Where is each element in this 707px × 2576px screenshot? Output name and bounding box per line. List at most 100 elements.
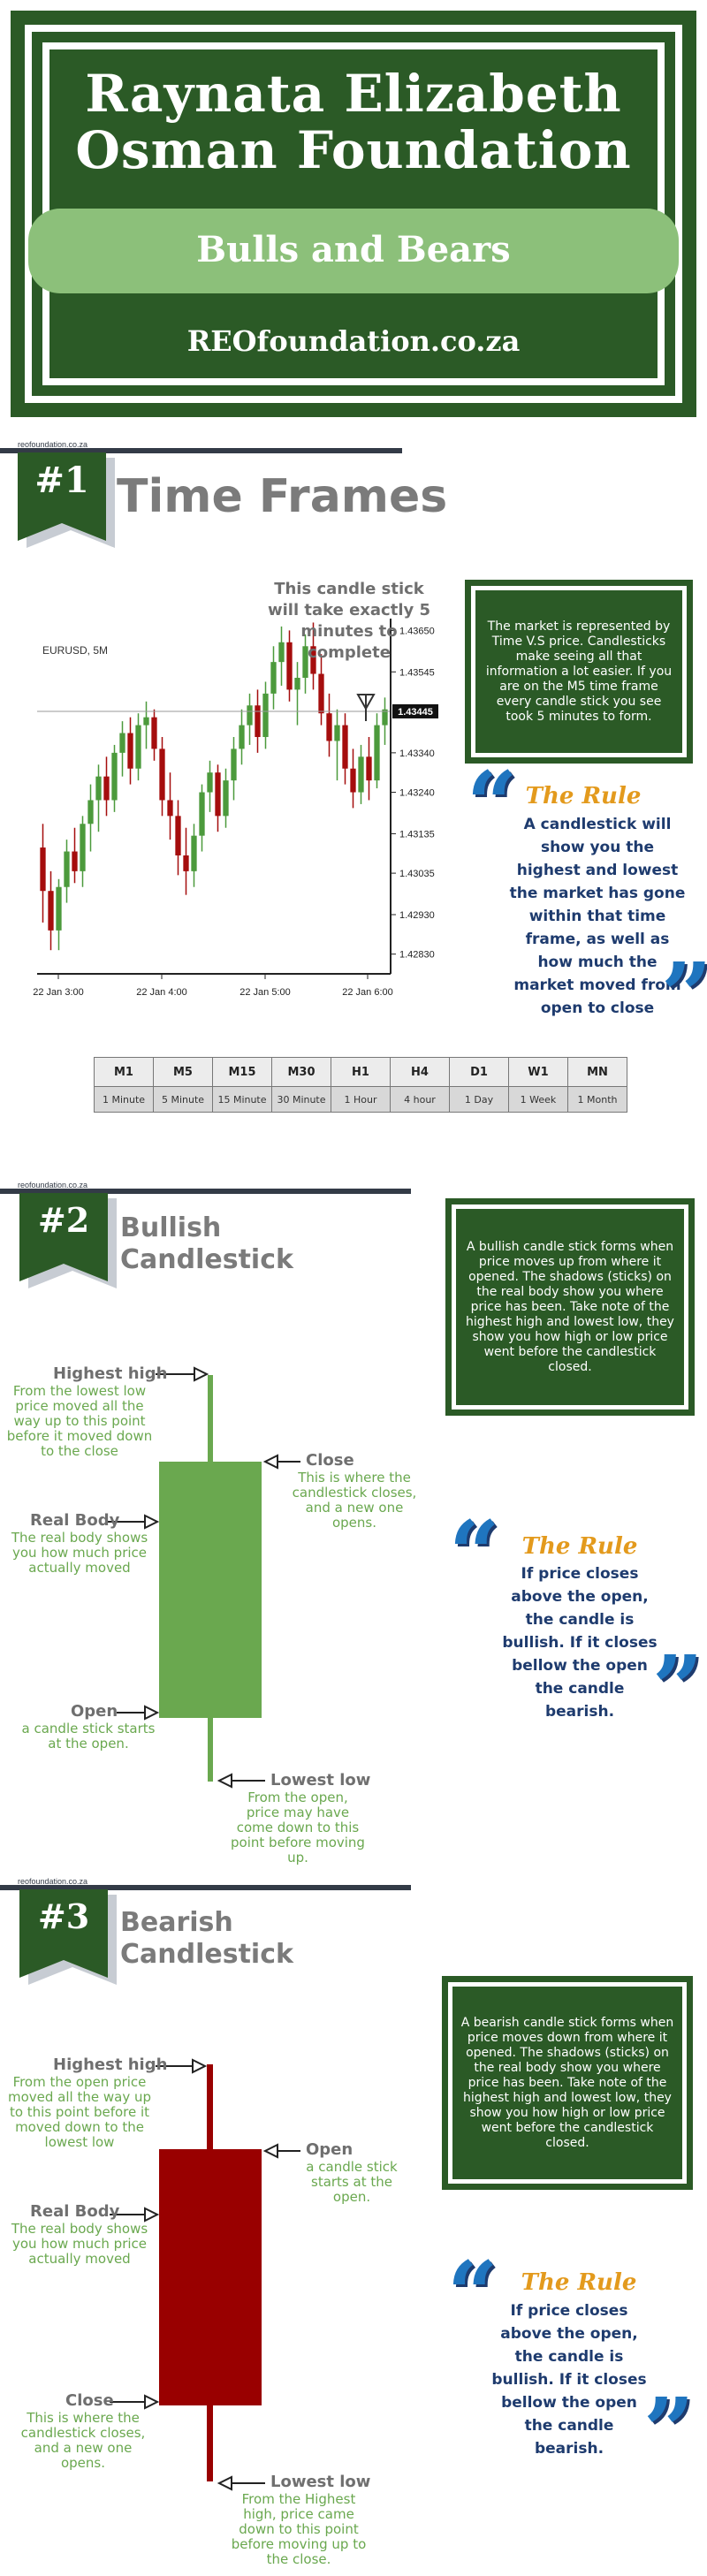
candle-body bbox=[302, 646, 308, 678]
text-lowest-low: From the open, price may have come down … bbox=[231, 1790, 365, 1866]
website-url[interactable]: REOfoundation.co.za bbox=[186, 324, 521, 358]
candle-body bbox=[231, 748, 237, 781]
candle-body bbox=[223, 780, 229, 817]
candle-body bbox=[191, 835, 197, 871]
x-tick-label: 22 Jan 5:00 bbox=[239, 987, 291, 998]
candle-body bbox=[207, 772, 213, 793]
candle-body bbox=[215, 772, 221, 817]
open-quote-icon: “ bbox=[449, 1501, 500, 1606]
candle-body bbox=[366, 756, 372, 781]
close-quote-icon: ” bbox=[661, 943, 707, 1047]
label-open: Open bbox=[71, 1702, 118, 1721]
bearish-real-body bbox=[159, 2149, 262, 2405]
candle-body bbox=[326, 713, 332, 741]
timeframe-code: M1 bbox=[94, 1057, 154, 1087]
current-price-tag bbox=[392, 703, 438, 718]
candle-body bbox=[350, 768, 356, 793]
timeframe-label: 5 Minute bbox=[153, 1086, 213, 1113]
section-title-bearish: Bearish Candlestick bbox=[120, 1907, 293, 1971]
timeframe-table: M1 M5 M15 M30 H1 H4 D1 W1 MN 1 Minute 5 Minute 15 … bbox=[94, 1057, 627, 1113]
rule-heading-1: The Rule bbox=[525, 783, 642, 809]
label-close: Close bbox=[306, 1451, 354, 1470]
label-real-body: Real Body bbox=[30, 2202, 120, 2221]
label-lowest-low: Lowest low bbox=[270, 2473, 371, 2491]
candle-body bbox=[199, 792, 205, 836]
timeframe-label: 15 Minute bbox=[212, 1086, 272, 1113]
candle-body bbox=[310, 646, 316, 674]
timeframe-code: M5 bbox=[153, 1057, 213, 1087]
close-quote-icon: ” bbox=[643, 2378, 695, 2482]
open-quote-icon: “ bbox=[467, 752, 518, 856]
candle-body bbox=[80, 824, 86, 871]
y-tick-label: 1.43135 bbox=[399, 829, 435, 840]
candle-body bbox=[247, 705, 253, 726]
candle-body bbox=[64, 851, 70, 887]
candle-body bbox=[72, 851, 78, 871]
label-highest-high: Highest high bbox=[53, 1364, 168, 1383]
section-title-line1: Bearish bbox=[120, 1907, 233, 1938]
text-close: This is where the candlestick closes, an… bbox=[292, 1470, 417, 1531]
candle-body bbox=[358, 756, 364, 793]
label-open: Open bbox=[306, 2140, 354, 2159]
timeframe-label: 4 hour bbox=[390, 1086, 450, 1113]
timeframe-code: M30 bbox=[271, 1057, 331, 1087]
text-real-body: The real body shows you how much price a… bbox=[11, 1530, 148, 1576]
candle-body bbox=[255, 705, 261, 737]
x-tick-label: 22 Jan 4:00 bbox=[136, 987, 187, 998]
text-open: a candle stick starts at the open. bbox=[306, 2159, 398, 2205]
text-highest-high: From the open price moved all the way up… bbox=[8, 2074, 151, 2150]
section-divider bbox=[0, 448, 402, 453]
y-tick-label: 1.42930 bbox=[399, 910, 435, 921]
label-lowest-low: Lowest low bbox=[270, 1771, 371, 1790]
label-close: Close bbox=[65, 2391, 114, 2410]
candle-body bbox=[382, 709, 388, 726]
candle-body bbox=[239, 725, 245, 749]
candle-body bbox=[294, 678, 300, 690]
label-real-body: Real Body bbox=[30, 1511, 120, 1530]
section-number-3: #3 bbox=[37, 1896, 90, 1936]
foundation-title-line2: Osman Foundation bbox=[75, 120, 632, 180]
y-tick-label: 1.43650 bbox=[399, 626, 435, 636]
timeframe-label: 1 Day bbox=[449, 1086, 509, 1113]
rule-text-3: If price closes above the open, the cand… bbox=[491, 2302, 647, 2458]
candle-body bbox=[127, 733, 133, 769]
section-number-2: #2 bbox=[37, 1200, 90, 1240]
eurusd-candlestick-chart: EURUSD, 5M 1.43650 1.43545 1.43340 1.43240 1… bbox=[33, 619, 438, 998]
section-title-line2: Candlestick bbox=[120, 1939, 293, 1970]
timeframe-label: 30 Minute bbox=[271, 1086, 331, 1113]
rule-heading-2: The Rule bbox=[521, 1533, 638, 1560]
text-lowest-low: From the Highest high, price came down t… bbox=[231, 2491, 367, 2567]
section-badge-3 bbox=[19, 1889, 117, 1985]
candle-body bbox=[175, 816, 181, 855]
section-title-bullish: Bullish Candlestick bbox=[120, 1212, 293, 1276]
timeframe-label: 1 Hour bbox=[331, 1086, 391, 1113]
timeframe-code: M15 bbox=[212, 1057, 272, 1087]
candle-body bbox=[270, 662, 277, 694]
y-tick-label: 1.43240 bbox=[399, 788, 435, 799]
candle-body bbox=[111, 752, 118, 801]
candle-body bbox=[183, 855, 189, 871]
subtitle-text: Bulls and Bears bbox=[196, 229, 511, 270]
candle-body bbox=[143, 717, 149, 726]
y-tick-label: 1.43340 bbox=[399, 748, 435, 759]
candle-body bbox=[342, 725, 348, 769]
text-open: a candle stick starts at the open. bbox=[21, 1721, 156, 1752]
section-divider bbox=[0, 1885, 411, 1890]
timeframe-code: MN bbox=[567, 1057, 627, 1087]
section-title-line1: Bullish bbox=[120, 1212, 222, 1243]
rule-heading-3: The Rule bbox=[521, 2269, 637, 2296]
candle-body bbox=[103, 776, 110, 801]
close-quote-icon: ” bbox=[652, 1636, 703, 1740]
current-price-value: 1.43445 bbox=[398, 707, 433, 718]
candle-body bbox=[334, 725, 340, 741]
x-tick-label: 22 Jan 6:00 bbox=[342, 987, 393, 998]
timeframe-code: D1 bbox=[449, 1057, 509, 1087]
rule-text-1: A candlestick will show you the highest … bbox=[509, 816, 686, 1017]
candle-body bbox=[48, 891, 54, 931]
candle-body bbox=[135, 725, 141, 769]
section-badge-2 bbox=[19, 1193, 117, 1288]
candle-body bbox=[286, 642, 293, 690]
timeframe-label: 1 Month bbox=[567, 1086, 627, 1113]
y-tick-label: 1.42830 bbox=[399, 950, 435, 961]
chart-callout: This candle stick will take exactly 5 mi… bbox=[267, 580, 431, 662]
